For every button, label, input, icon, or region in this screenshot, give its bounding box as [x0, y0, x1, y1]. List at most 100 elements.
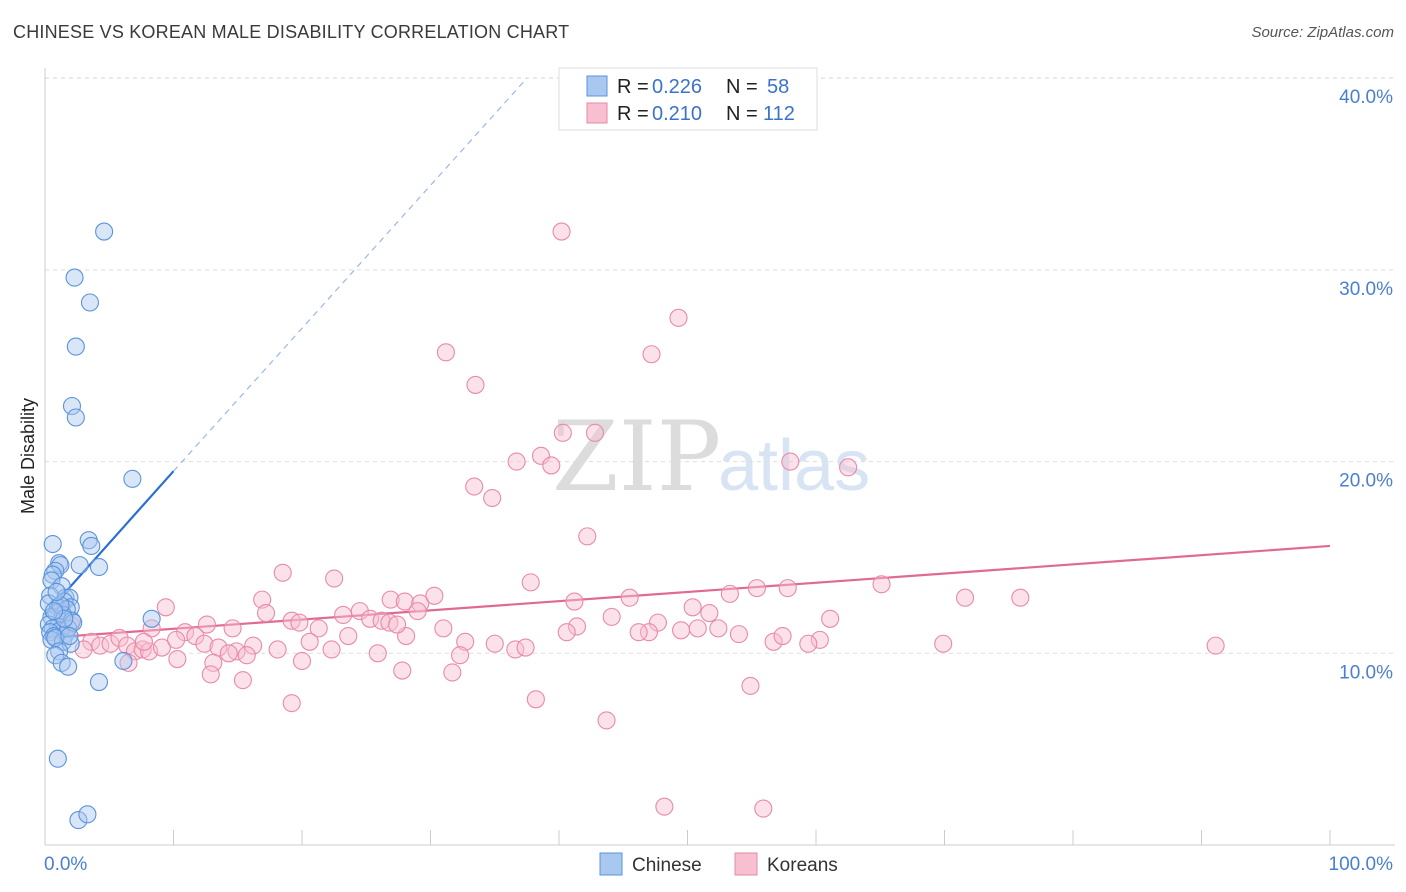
korean-point: [620, 588, 639, 607]
korean-point: [436, 343, 455, 362]
korean-point: [672, 621, 691, 640]
korean-point: [300, 632, 319, 651]
chinese-point: [142, 609, 161, 628]
korean-point: [309, 619, 328, 638]
chinese-point: [44, 602, 64, 621]
korean-point: [553, 423, 572, 442]
chinese-point: [123, 469, 142, 488]
korean-point: [237, 646, 256, 665]
korean-point: [709, 619, 728, 638]
korean-point: [334, 605, 353, 625]
legend-swatch-koreans: [586, 102, 608, 124]
series-legend: Chinese Koreans: [599, 852, 838, 876]
chinese-point: [46, 646, 65, 665]
korean-point: [219, 644, 238, 663]
korean-point: [1011, 588, 1030, 607]
chinese-point: [43, 534, 62, 554]
korean-point: [372, 611, 391, 630]
korean-point: [956, 588, 975, 607]
korean-point: [466, 375, 485, 394]
korean-point: [82, 632, 101, 651]
legend-r-label-koreans: R =: [617, 103, 649, 125]
korean-point: [1206, 636, 1225, 655]
chinese-point: [42, 571, 61, 590]
chart-title: CHINESE VS KOREAN MALE DISABILITY CORREL…: [13, 22, 570, 42]
chinese-point: [59, 657, 78, 676]
korean-point: [507, 452, 526, 471]
korean-point: [799, 634, 818, 653]
chinese-point: [70, 556, 89, 575]
bottom-legend-swatch-koreans: [734, 852, 758, 876]
korean-point: [642, 345, 661, 364]
korean-point: [648, 613, 667, 632]
korean-point: [322, 640, 341, 659]
y-tick-label-20: 20.0%: [1339, 471, 1393, 492]
gridlines: [45, 77, 1395, 654]
korean-point: [773, 626, 792, 646]
korean-point: [821, 609, 840, 628]
y-axis-label: Male Disability: [18, 398, 38, 514]
correlation-legend: R = 0.226 N = 58 R = 0.210 N = 112: [558, 67, 818, 131]
korean-point: [134, 632, 153, 651]
chinese-point: [80, 293, 100, 312]
korean-points: [61, 222, 1225, 818]
korean-point: [485, 634, 504, 653]
chinese-point: [48, 749, 67, 768]
korean-point: [934, 634, 953, 653]
korean-point: [268, 640, 287, 659]
korean-point: [552, 222, 571, 241]
korean-point: [778, 579, 797, 598]
korean-point: [156, 598, 175, 617]
korean-point: [167, 630, 186, 649]
korean-point: [700, 603, 719, 623]
chinese-point: [62, 396, 82, 416]
korean-point: [350, 602, 369, 621]
chinese-point: [78, 805, 97, 824]
chinese-point: [114, 651, 133, 671]
korean-point: [754, 799, 773, 818]
korean-point: [233, 671, 252, 690]
chinese-point: [65, 268, 84, 287]
x-tick-label-min: 0.0%: [44, 854, 87, 875]
korean-point: [152, 638, 171, 657]
chinese-point: [66, 337, 85, 356]
chinese-trend-extension: [173, 77, 528, 472]
y-tick-label-40: 40.0%: [1339, 87, 1393, 108]
korean-point: [597, 711, 616, 730]
axes: [44, 68, 1395, 846]
korean-point: [292, 651, 312, 671]
korean-point: [381, 590, 400, 609]
korean-point: [683, 598, 702, 617]
korean-point: [781, 452, 800, 471]
korean-point: [142, 619, 161, 638]
korean-point: [629, 623, 648, 642]
watermark-zip: ZIP: [552, 401, 721, 513]
chinese-point: [95, 222, 114, 241]
korean-point: [227, 642, 246, 661]
legend-r-value-koreans: 0.210: [652, 103, 702, 125]
korean-point: [764, 632, 783, 651]
y-tick-label-30: 30.0%: [1339, 279, 1393, 300]
korean-point: [542, 456, 561, 475]
korean-point: [557, 623, 576, 642]
korean-point: [839, 458, 858, 477]
korean-point: [655, 797, 674, 816]
chinese-point: [82, 536, 101, 555]
korean-point: [282, 611, 301, 630]
korean-point: [395, 592, 414, 611]
korean-point: [720, 584, 739, 603]
legend-n-label-chinese: N =: [726, 76, 758, 98]
chinese-points: [39, 222, 161, 830]
chinese-point: [60, 626, 79, 646]
chinese-point: [47, 582, 66, 602]
korean-point: [253, 590, 272, 609]
korean-point: [408, 602, 427, 621]
korean-point: [380, 613, 399, 632]
korean-point: [204, 653, 223, 672]
korean-point: [434, 619, 453, 638]
korean-point: [872, 575, 891, 594]
korean-point: [368, 644, 387, 663]
korean-point: [516, 638, 535, 657]
chinese-point: [55, 609, 74, 628]
korean-point: [729, 625, 748, 644]
